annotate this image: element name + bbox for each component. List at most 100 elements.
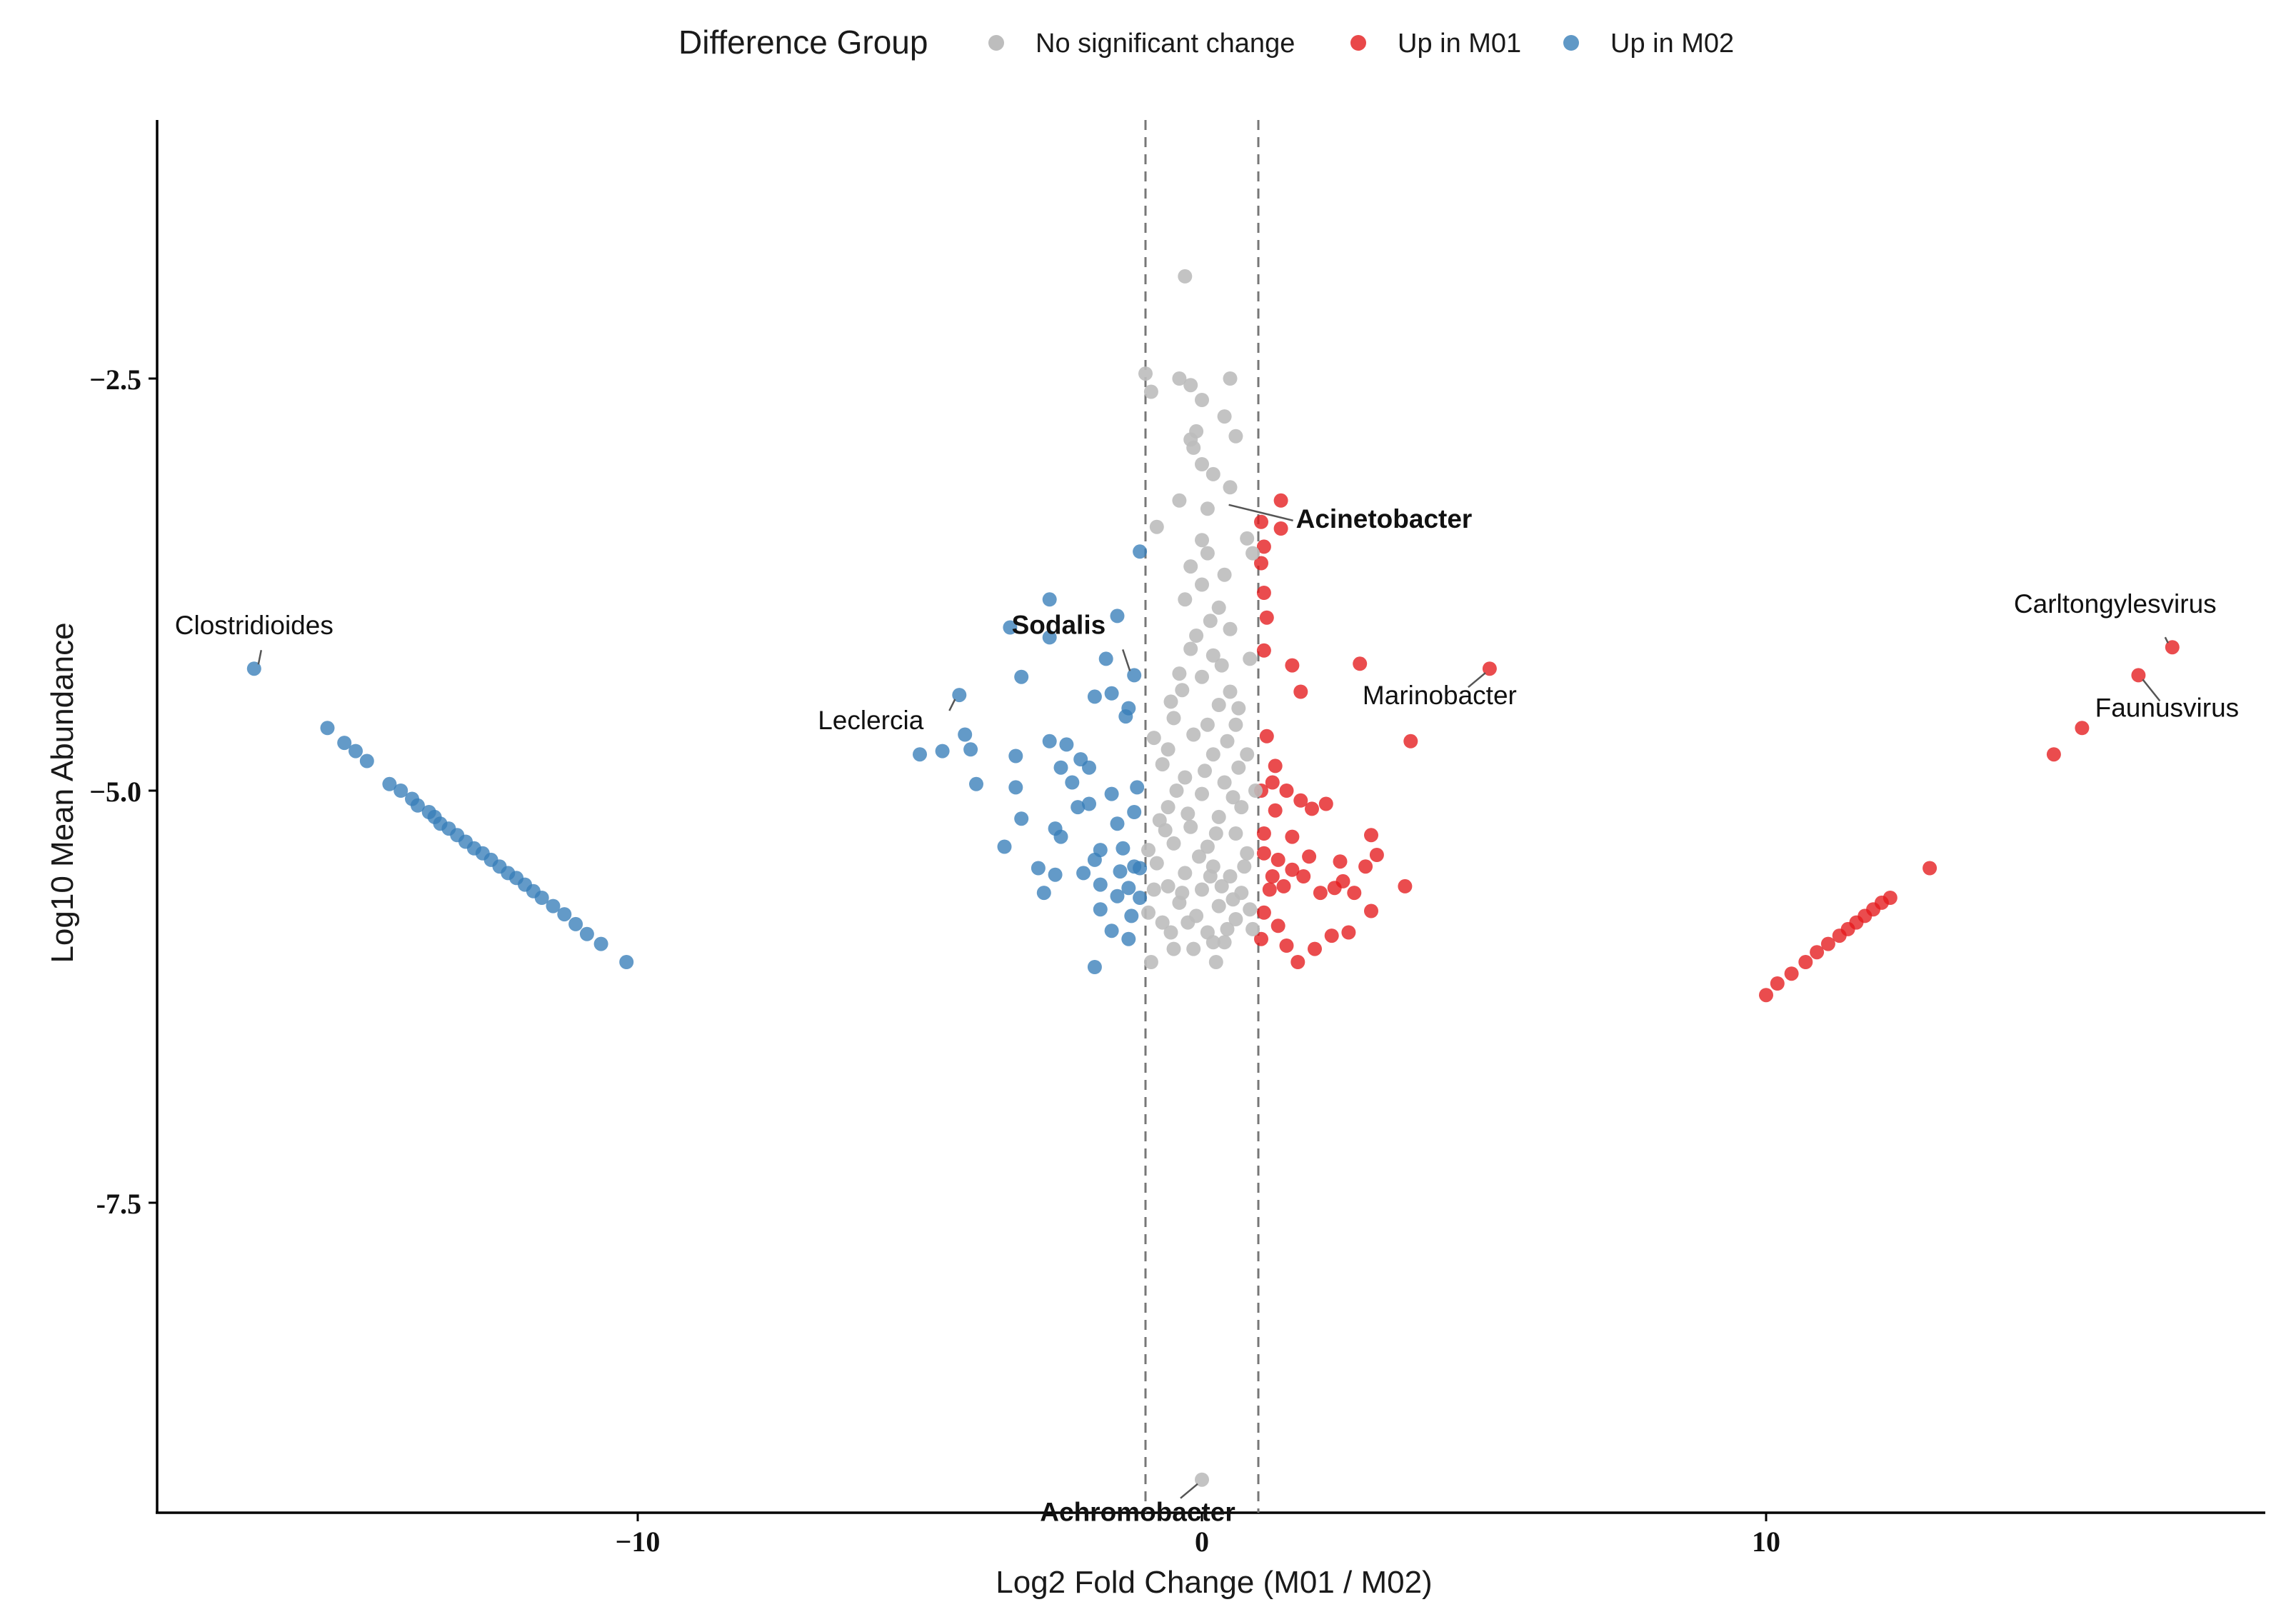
y-tick-label: −5.0 bbox=[89, 776, 141, 808]
data-point-no-significant-change bbox=[1183, 819, 1198, 834]
data-point-up-in-m01 bbox=[1265, 775, 1280, 790]
data-point-no-significant-change bbox=[1172, 371, 1187, 386]
data-point-up-in-m02 bbox=[1093, 877, 1108, 892]
data-point-no-significant-change bbox=[1163, 925, 1178, 940]
data-point-up-in-m02 bbox=[958, 727, 973, 742]
data-point-no-significant-change bbox=[1243, 902, 1258, 917]
data-point-up-in-m01 bbox=[1273, 493, 1288, 508]
data-point-no-significant-change bbox=[1178, 592, 1193, 607]
data-point-up-in-m01 bbox=[1279, 784, 1294, 798]
data-point-up-in-m01 bbox=[1313, 886, 1328, 901]
annotation-leader bbox=[2142, 679, 2161, 702]
data-point-up-in-m01 bbox=[1770, 976, 1785, 991]
data-point-up-in-m01 bbox=[1403, 734, 1418, 749]
data-point-no-significant-change bbox=[1245, 921, 1260, 936]
data-point-no-significant-change bbox=[1208, 955, 1223, 969]
data-point-no-significant-change bbox=[1143, 384, 1158, 399]
data-point-up-in-m02 bbox=[1031, 861, 1046, 876]
data-point-no-significant-change bbox=[1200, 501, 1215, 516]
annotations-layer: Clostridioides Leclercia Sodalis Acinetobac… bbox=[175, 504, 2239, 1527]
data-point-up-in-m01 bbox=[1759, 988, 1773, 1003]
data-point-no-significant-change bbox=[1143, 955, 1158, 969]
data-point-no-significant-change bbox=[1152, 813, 1167, 828]
data-point-no-significant-change bbox=[1223, 480, 1238, 495]
data-point-no-significant-change bbox=[1228, 429, 1243, 444]
data-point-no-significant-change bbox=[1200, 717, 1215, 732]
annotation-label-sodalis: Sodalis bbox=[1012, 610, 1106, 639]
data-point-up-in-m01 bbox=[1279, 938, 1294, 953]
data-point-no-significant-change bbox=[1189, 629, 1204, 643]
data-point-up-in-m01 bbox=[1810, 945, 1825, 960]
data-point-no-significant-change bbox=[1149, 856, 1164, 871]
annotation-leader bbox=[948, 699, 956, 711]
data-point-no-significant-change bbox=[1180, 915, 1195, 930]
data-point-up-in-m01 bbox=[1296, 869, 1311, 883]
data-point-up-in-m02 bbox=[1127, 668, 1142, 683]
data-point-up-in-m01 bbox=[1398, 878, 1413, 893]
points-layer bbox=[246, 269, 2180, 1487]
data-point-no-significant-change bbox=[1172, 666, 1187, 681]
legend-swatch-up-in-m01 bbox=[1350, 35, 1366, 51]
annotation-leader bbox=[1228, 504, 1293, 522]
data-point-no-significant-change bbox=[1138, 366, 1153, 381]
data-point-up-in-m01 bbox=[2131, 668, 2146, 683]
data-point-up-in-m01 bbox=[1256, 586, 1271, 600]
data-point-up-in-m02 bbox=[913, 747, 927, 762]
data-point-no-significant-change bbox=[1205, 935, 1220, 950]
data-point-up-in-m02 bbox=[1118, 709, 1133, 724]
data-point-up-in-m01 bbox=[1256, 539, 1271, 554]
data-point-no-significant-change bbox=[1211, 809, 1226, 824]
data-point-no-significant-change bbox=[1223, 371, 1238, 386]
data-point-up-in-m01 bbox=[1254, 556, 1268, 571]
data-point-no-significant-change bbox=[1141, 905, 1155, 920]
data-point-up-in-m01 bbox=[1254, 514, 1268, 529]
data-point-no-significant-change bbox=[1172, 493, 1187, 508]
data-point-up-in-m02 bbox=[1042, 630, 1057, 645]
data-point-up-in-m01 bbox=[1256, 643, 1271, 658]
data-point-up-in-m02 bbox=[1116, 841, 1131, 856]
data-point-up-in-m02 bbox=[546, 898, 561, 913]
data-point-up-in-m01 bbox=[1335, 873, 1350, 888]
data-point-up-in-m01 bbox=[1308, 941, 1322, 956]
data-point-up-in-m02 bbox=[1065, 775, 1080, 790]
data-point-no-significant-change bbox=[1163, 694, 1178, 709]
data-point-no-significant-change bbox=[1240, 531, 1255, 546]
y-tick-label: -7.5 bbox=[96, 1188, 141, 1220]
data-point-up-in-m01 bbox=[2165, 640, 2180, 655]
data-point-no-significant-change bbox=[1243, 651, 1258, 666]
data-point-up-in-m02 bbox=[1093, 843, 1108, 858]
data-point-up-in-m02 bbox=[568, 916, 583, 931]
data-point-up-in-m01 bbox=[1482, 661, 1497, 676]
data-point-no-significant-change bbox=[1203, 869, 1218, 883]
data-point-up-in-m02 bbox=[1014, 669, 1029, 684]
data-point-up-in-m02 bbox=[393, 784, 408, 798]
data-point-no-significant-change bbox=[1231, 701, 1246, 716]
data-point-no-significant-change bbox=[1166, 711, 1181, 726]
data-point-no-significant-change bbox=[1220, 921, 1235, 936]
data-point-up-in-m02 bbox=[963, 742, 978, 757]
data-point-up-in-m01 bbox=[1293, 793, 1308, 808]
data-point-up-in-m02 bbox=[1008, 780, 1023, 795]
data-point-up-in-m01 bbox=[1273, 521, 1288, 536]
data-point-no-significant-change bbox=[1195, 1472, 1209, 1487]
data-point-up-in-m02 bbox=[1036, 886, 1051, 901]
data-point-up-in-m01 bbox=[1270, 918, 1285, 933]
x-tick-label: 10 bbox=[1752, 1526, 1780, 1558]
annotation-leader bbox=[1468, 672, 1486, 689]
data-point-up-in-m02 bbox=[1087, 689, 1102, 704]
annotation-leader bbox=[257, 649, 263, 665]
data-point-up-in-m02 bbox=[1110, 816, 1125, 831]
data-point-up-in-m02 bbox=[1048, 867, 1063, 882]
data-point-up-in-m02 bbox=[320, 721, 335, 736]
data-point-up-in-m02 bbox=[1093, 902, 1108, 917]
data-point-no-significant-change bbox=[1211, 698, 1226, 712]
data-point-up-in-m01 bbox=[1364, 828, 1378, 843]
annotation-label-clostridioides: Clostridioides bbox=[175, 611, 334, 640]
data-point-up-in-m01 bbox=[1262, 882, 1277, 897]
annotation-label-acinetobacter: Acinetobacter bbox=[1296, 504, 1473, 534]
data-point-up-in-m02 bbox=[1008, 749, 1023, 764]
data-point-up-in-m02 bbox=[410, 798, 425, 813]
data-point-no-significant-change bbox=[1195, 786, 1209, 801]
data-point-up-in-m02 bbox=[1053, 760, 1068, 775]
